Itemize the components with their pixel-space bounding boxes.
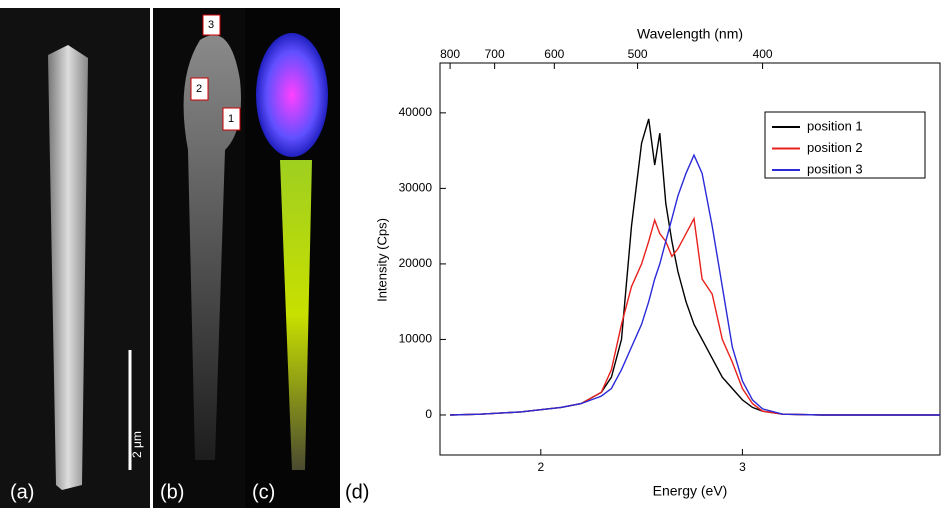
marker-box <box>202 14 221 36</box>
x2-axis-title: Wavelength (nm) <box>637 26 743 42</box>
legend-label: position 3 <box>807 161 863 176</box>
y-tick-label: 0 <box>425 407 432 421</box>
legend-label: position 1 <box>807 118 863 133</box>
x2-tick-label: 400 <box>753 47 773 61</box>
x2-tick-label: 600 <box>544 47 564 61</box>
stem-emission <box>280 160 312 470</box>
nanowire <box>48 45 88 490</box>
panel-label: (c) <box>252 481 275 503</box>
marker-label: 1 <box>228 113 234 125</box>
marker-box <box>222 107 241 131</box>
marker-box <box>190 77 209 101</box>
y-tick-label: 10000 <box>399 332 433 346</box>
x2-tick-label: 500 <box>628 47 648 61</box>
series-line <box>450 153 940 416</box>
x-axis-title: Energy (eV) <box>653 483 728 499</box>
y-tick-label: 20000 <box>399 256 433 270</box>
x-tick-label: 2 <box>537 460 544 474</box>
marker-label: 3 <box>208 19 214 31</box>
panel-label: (a) <box>10 481 34 503</box>
panel-label: (b) <box>160 481 184 503</box>
y-tick-label: 40000 <box>399 105 433 119</box>
cl-glow <box>183 35 241 460</box>
legend <box>764 111 926 179</box>
x2-tick-label: 800 <box>440 47 460 61</box>
x-tick-label: 3 <box>739 460 746 474</box>
y-tick-label: 30000 <box>399 181 433 195</box>
x2-tick-label: 700 <box>485 47 505 61</box>
panel-label: (d) <box>345 481 369 503</box>
head-emission <box>256 33 328 157</box>
scale-label: 2 μm <box>130 431 144 458</box>
legend-label: position 2 <box>807 140 863 155</box>
marker-label: 2 <box>196 83 202 95</box>
y-axis-title: Intensity (Cps) <box>374 218 389 302</box>
series-line <box>450 216 940 416</box>
plot-frame <box>439 62 941 456</box>
